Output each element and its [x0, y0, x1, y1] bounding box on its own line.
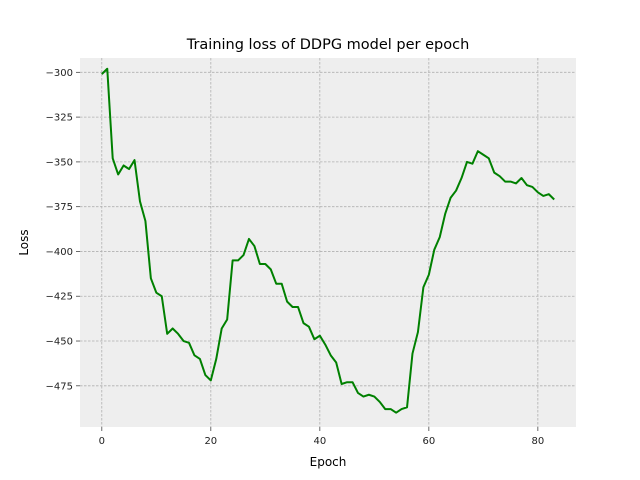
x-tick-label: 60	[422, 436, 435, 447]
x-tick-label: 40	[313, 436, 326, 447]
grid-lines	[80, 58, 576, 427]
y-tick-label: −325	[46, 113, 73, 124]
y-tick-label: −475	[46, 381, 73, 392]
series-group	[101, 67, 555, 414]
y-tick-label: −400	[46, 247, 73, 258]
y-axis-ticks: −300 −325 −350 −375 −400 −425 −450 −475	[46, 68, 80, 392]
loss-series-line	[101, 67, 555, 414]
x-axis-ticks: 0 20 40 60 80	[99, 427, 544, 447]
y-tick-label: −375	[46, 202, 73, 213]
x-axis-label: Epoch	[310, 455, 347, 469]
y-axis-label: Loss	[17, 229, 31, 255]
y-tick-label: −350	[46, 157, 73, 168]
x-tick-label: 80	[531, 436, 544, 447]
y-tick-label: −300	[46, 68, 73, 79]
plot-area	[80, 58, 576, 427]
x-tick-label: 20	[204, 436, 217, 447]
y-tick-label: −450	[46, 337, 73, 348]
y-tick-label: −425	[46, 292, 73, 303]
chart-title: Training loss of DDPG model per epoch	[186, 37, 470, 53]
x-tick-label: 0	[99, 436, 105, 447]
